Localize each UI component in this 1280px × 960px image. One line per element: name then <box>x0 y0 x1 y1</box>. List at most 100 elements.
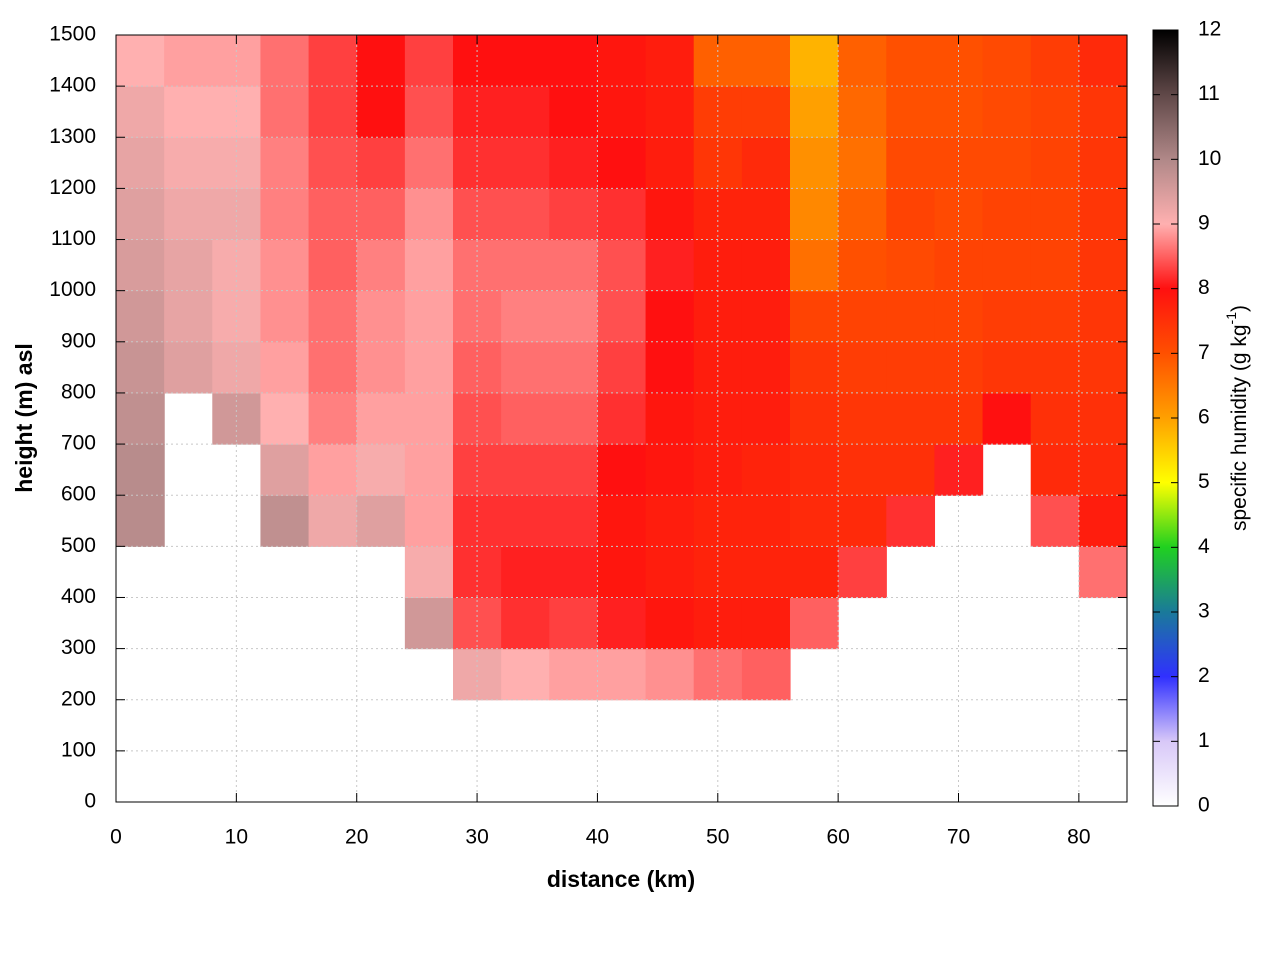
heat-cell <box>886 290 936 343</box>
heat-cell <box>790 35 839 87</box>
heat-cell <box>597 392 647 445</box>
x-tick-label: 50 <box>706 826 729 849</box>
heat-cell <box>597 188 647 241</box>
heat-cell <box>549 495 599 547</box>
colorbar-tick-label: 5 <box>1198 470 1210 493</box>
heat-cell <box>1078 341 1128 394</box>
heat-cell <box>164 239 213 292</box>
heat-cell <box>645 495 695 547</box>
heat-cell <box>597 290 647 343</box>
heat-cell <box>838 188 887 241</box>
colorbar-tick-label: 0 <box>1198 794 1210 817</box>
heat-cell <box>260 86 310 138</box>
heat-cell <box>790 546 839 599</box>
heat-cell <box>982 392 1032 445</box>
heat-cell <box>838 495 887 547</box>
heat-cell <box>1078 188 1128 241</box>
heat-cell <box>1030 86 1080 138</box>
heat-cell <box>790 290 839 343</box>
y-tick-label: 100 <box>61 738 96 761</box>
heat-cell <box>164 341 213 394</box>
colorbar-tick-label: 7 <box>1198 341 1210 364</box>
heat-cell <box>741 597 791 650</box>
colorbar-title: specific humidity (g kg-1) <box>1223 305 1251 531</box>
heat-cell <box>453 546 502 599</box>
heat-cell <box>1030 392 1080 445</box>
heat-cell <box>501 392 550 445</box>
y-tick-label: 1500 <box>49 23 96 46</box>
plot-frame <box>115 34 1128 803</box>
heat-cell <box>356 290 406 343</box>
heat-cell <box>1078 35 1128 87</box>
y-tick-label: 1200 <box>49 176 96 199</box>
heat-cell <box>1030 239 1080 292</box>
heat-cell <box>260 392 310 445</box>
heat-cell <box>260 35 310 87</box>
heat-cell <box>790 239 839 292</box>
colorbar-title-end: ) <box>1228 305 1251 312</box>
heat-cell <box>838 290 887 343</box>
heat-cell <box>982 290 1032 343</box>
x-tick-label: 30 <box>465 826 488 849</box>
heat-cell <box>597 86 647 138</box>
y-tick-label: 300 <box>61 636 96 659</box>
heat-cell <box>741 188 791 241</box>
y-tick-label: 400 <box>61 585 96 608</box>
heat-cell <box>645 341 695 394</box>
y-tick-label: 1000 <box>49 278 96 301</box>
heat-cell <box>164 290 213 343</box>
heat-cell <box>645 290 695 343</box>
heat-cell <box>308 188 358 241</box>
heat-cell <box>1078 392 1128 445</box>
heat-cell <box>308 35 358 87</box>
heat-cell <box>164 35 213 87</box>
heat-cell <box>790 495 839 547</box>
colorbar-tick-label: 12 <box>1198 18 1221 41</box>
heat-cell <box>308 137 358 189</box>
heat-cell <box>741 341 791 394</box>
heat-cell <box>549 444 599 496</box>
heat-cell <box>597 239 647 292</box>
heat-cell <box>597 495 647 547</box>
heat-cell <box>260 444 310 496</box>
heat-cell <box>404 290 454 343</box>
heat-cell <box>404 444 454 496</box>
colorbar-title-sup: -1 <box>1223 312 1239 325</box>
heat-cell <box>116 188 165 241</box>
heat-cell <box>838 444 887 496</box>
heat-cell <box>404 546 454 599</box>
heat-cell <box>838 341 887 394</box>
heat-cell <box>356 392 406 445</box>
heat-cell <box>982 137 1032 189</box>
y-tick-label: 1100 <box>51 227 96 250</box>
y-tick-label: 1300 <box>49 125 96 148</box>
heatmap-cells <box>116 35 1128 701</box>
heat-cell <box>308 341 358 394</box>
heat-cell <box>1078 239 1128 292</box>
heat-cell <box>790 341 839 394</box>
heat-cell <box>645 86 695 138</box>
heat-cell <box>356 444 406 496</box>
heat-cell <box>116 392 165 445</box>
heat-cell <box>404 392 454 445</box>
heat-cell <box>886 35 936 87</box>
heat-cell <box>741 444 791 496</box>
heat-cell <box>549 392 599 445</box>
heat-cell <box>116 444 165 496</box>
heat-cell <box>597 137 647 189</box>
heat-cell <box>356 188 406 241</box>
heat-cell <box>790 137 839 189</box>
colorbar-tick-label: 2 <box>1198 664 1210 687</box>
heat-cell <box>645 392 695 445</box>
heat-cell <box>308 86 358 138</box>
heat-cell <box>934 444 984 496</box>
colorbar-tick-label: 8 <box>1198 276 1210 299</box>
heat-cell <box>1078 444 1128 496</box>
y-tick-label: 700 <box>61 432 96 455</box>
heat-cell <box>1030 137 1080 189</box>
heat-cell <box>116 137 165 189</box>
heat-cell <box>356 341 406 394</box>
heat-cell <box>645 444 695 496</box>
heat-cell <box>982 35 1032 87</box>
